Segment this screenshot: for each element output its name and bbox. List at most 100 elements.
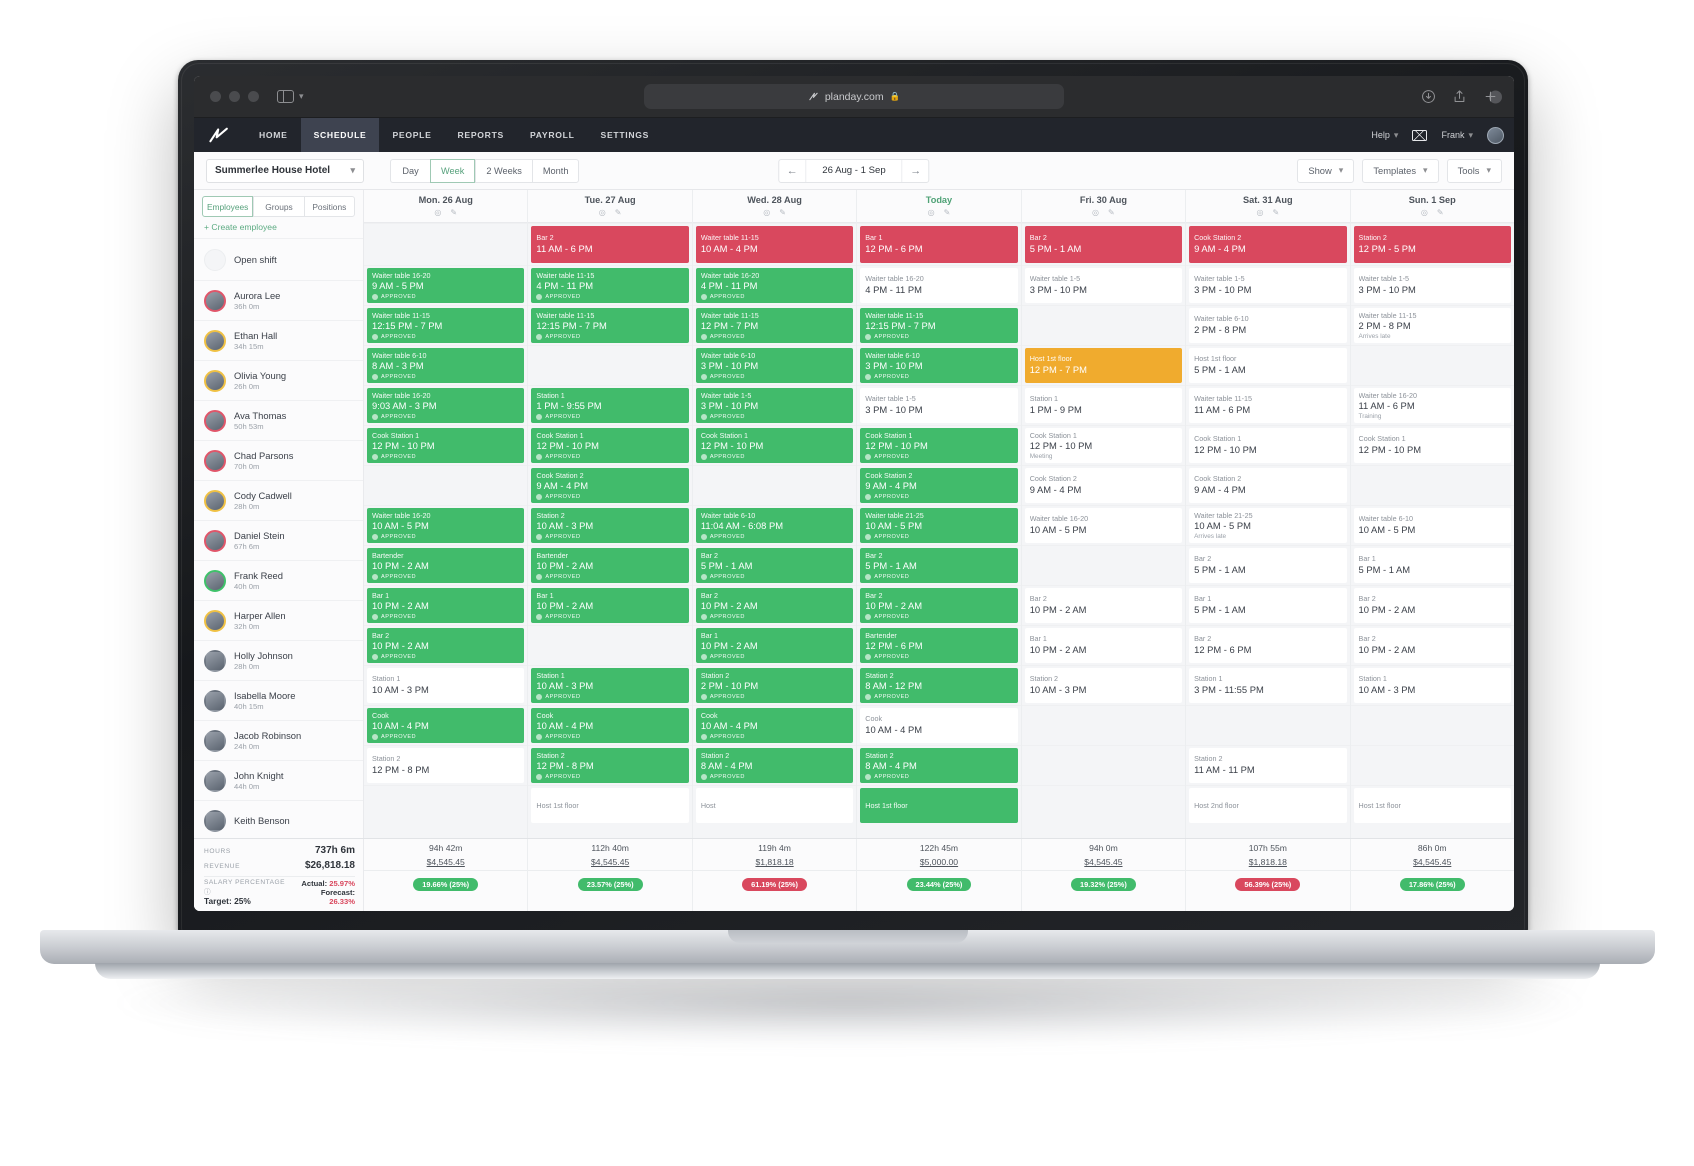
nav-item-home[interactable]: HOME — [259, 130, 288, 140]
shift-card[interactable]: Host 1st floor — [531, 788, 689, 823]
minimize-window-button[interactable] — [229, 91, 240, 102]
help-menu[interactable]: Help ▾ — [1371, 130, 1398, 141]
info-icon[interactable]: ⓘ — [204, 889, 212, 896]
schedule-cell[interactable]: Bar 2 11 AM - 6 PM — [528, 223, 692, 265]
templates-button[interactable]: Templates ▾ — [1362, 158, 1439, 183]
shift-card[interactable]: Bar 1 10 PM - 2 AM APPROVED — [367, 588, 525, 623]
schedule-cell[interactable]: Waiter table 21-25 10 AM - 5 PM APPROVED — [857, 505, 1021, 545]
shift-card[interactable]: Cook Station 1 12 PM - 10 PM APPROVED — [695, 428, 854, 463]
planday-logo[interactable] — [208, 126, 230, 144]
schedule-cell[interactable]: Bar 2 10 PM - 2 AM APPROVED — [692, 585, 857, 625]
schedule-cell[interactable]: Cook 10 AM - 4 PM APPROVED — [528, 705, 692, 745]
summary-revenue[interactable]: $4,545.45 — [591, 857, 630, 867]
schedule-cell[interactable]: Waiter table 11-15 11 AM - 6 PM — [1186, 385, 1350, 425]
schedule-cell[interactable]: Cook Station 1 12 PM - 10 PM APPROVED — [857, 425, 1021, 465]
shift-card[interactable]: Waiter table 16-20 10 AM - 5 PM APPROVED — [367, 508, 525, 543]
shift-card[interactable]: Waiter table 6-10 11:04 AM - 6:08 PM APPRO… — [695, 508, 854, 543]
shift-card[interactable]: Waiter table 16-20 4 PM - 11 PM — [860, 268, 1018, 303]
schedule-cell[interactable]: Waiter table 16-20 4 PM - 11 PM — [857, 265, 1021, 305]
filter-employees-button[interactable]: Employees — [202, 196, 254, 217]
shift-card[interactable]: Station 1 10 AM - 3 PM — [367, 668, 525, 703]
schedule-cell[interactable]: Host 1st floor 12 PM - 7 PM — [1021, 345, 1186, 385]
edit-icon[interactable]: ✎ — [943, 208, 951, 217]
schedule-cell[interactable]: Waiter table 1-5 3 PM - 10 PM — [1350, 265, 1514, 305]
schedule-cell[interactable]: Station 2 10 AM - 3 PM APPROVED — [528, 505, 692, 545]
shift-card[interactable]: Waiter table 6-10 2 PM - 8 PM — [1189, 308, 1347, 343]
sidebar-toggle-icon[interactable]: ▾ — [277, 90, 304, 103]
schedule-cell[interactable]: Station 1 10 AM - 3 PM — [364, 665, 528, 705]
employee-row[interactable]: Aurora Lee 36h 0m — [194, 280, 363, 320]
summary-revenue[interactable]: $1,818.18 — [1248, 857, 1287, 867]
summary-revenue[interactable]: $4,545.45 — [1413, 857, 1452, 867]
shift-card[interactable]: Waiter table 6-10 8 AM - 3 PM APPROVED — [367, 348, 525, 383]
schedule-cell[interactable]: Waiter table 16-20 4 PM - 11 PM APPROVED — [692, 265, 857, 305]
schedule-cell[interactable]: Station 2 10 AM - 3 PM — [1021, 665, 1186, 705]
schedule-cell[interactable]: Waiter table 1-5 3 PM - 10 PM — [1186, 265, 1350, 305]
shift-card[interactable]: Waiter table 11-15 12:15 PM - 7 PM APPROVE… — [860, 308, 1018, 343]
schedule-cell[interactable] — [528, 345, 692, 385]
plus-icon[interactable] — [1483, 89, 1498, 104]
shift-card[interactable]: Bar 2 10 PM - 2 AM APPROVED — [860, 588, 1018, 623]
view-week-button[interactable]: Week — [430, 158, 476, 183]
schedule-cell[interactable]: Host 1st floor 5 PM - 1 AM — [1186, 345, 1350, 385]
edit-icon[interactable]: ✎ — [1436, 208, 1444, 217]
maximize-window-button[interactable] — [248, 91, 259, 102]
schedule-cell[interactable]: Bartender 10 PM - 2 AM APPROVED — [528, 545, 692, 585]
schedule-cell[interactable]: Bar 1 10 PM - 2 AM — [1021, 625, 1186, 665]
nav-item-settings[interactable]: SETTINGS — [600, 130, 650, 140]
shift-card[interactable]: Cook Station 1 12 PM - 10 PM APPROVED — [367, 428, 525, 463]
schedule-cell[interactable]: Waiter table 6-10 3 PM - 10 PM APPROVED — [692, 345, 857, 385]
employee-row[interactable]: Ava Thomas 50h 53m — [194, 400, 363, 440]
schedule-cell[interactable]: Bar 2 10 PM - 2 AM APPROVED — [857, 585, 1021, 625]
extensions-icon[interactable] — [1489, 90, 1502, 103]
schedule-cell[interactable] — [1021, 705, 1186, 745]
shift-card[interactable]: Cook 10 AM - 4 PM APPROVED — [695, 708, 854, 743]
shift-card[interactable]: Host 1st floor 12 PM - 7 PM — [1024, 348, 1183, 383]
shift-card[interactable]: Bar 2 10 PM - 2 AM APPROVED — [695, 588, 854, 623]
schedule-cell[interactable]: Bar 2 10 PM - 2 AM — [1021, 585, 1186, 625]
shift-card[interactable]: Bar 1 10 PM - 2 AM APPROVED — [531, 588, 689, 623]
shift-card[interactable]: Cook 10 AM - 4 PM APPROVED — [367, 708, 525, 743]
show-button[interactable]: Show ▾ — [1297, 158, 1355, 183]
employee-row[interactable]: Jacob Robinson 24h 0m — [194, 720, 363, 760]
schedule-cell[interactable] — [1350, 705, 1514, 745]
schedule-cell[interactable] — [1186, 705, 1350, 745]
schedule-cell[interactable]: Cook Station 1 12 PM - 10 PM — [1350, 425, 1514, 465]
shift-card[interactable]: Waiter table 6-10 10 AM - 5 PM — [1353, 508, 1511, 543]
schedule-cell[interactable]: Waiter table 11-15 12:15 PM - 7 PM APPROVE… — [857, 305, 1021, 345]
schedule-cell[interactable]: Waiter table 6-10 8 AM - 3 PM APPROVED — [364, 345, 528, 385]
shift-card[interactable]: Waiter table 21-25 10 AM - 5 PM Arrives la… — [1189, 508, 1347, 543]
shift-card[interactable]: Bar 2 10 PM - 2 AM — [1024, 588, 1183, 623]
shift-card[interactable]: Waiter table 6-10 3 PM - 10 PM APPROVED — [695, 348, 854, 383]
shift-card[interactable]: Bar 1 12 PM - 6 PM — [860, 226, 1018, 263]
schedule-cell[interactable]: Waiter table 16-20 9 AM - 5 PM APPROVED — [364, 265, 528, 305]
schedule-cell[interactable] — [1021, 745, 1186, 785]
shift-card[interactable]: Waiter table 11-15 11 AM - 6 PM — [1189, 388, 1347, 423]
clock-icon[interactable]: ◎ — [1256, 208, 1264, 217]
schedule-cell[interactable]: Cook Station 1 12 PM - 10 PM — [1186, 425, 1350, 465]
schedule-cell[interactable]: Cook 10 AM - 4 PM — [857, 705, 1021, 745]
shift-card[interactable]: Bar 2 10 PM - 2 AM — [1353, 628, 1511, 663]
shift-card[interactable]: Waiter table 16-20 9 AM - 5 PM APPROVED — [367, 268, 525, 303]
shift-card[interactable]: Waiter table 11-15 12:15 PM - 7 PM APPROVE… — [367, 308, 525, 343]
summary-revenue[interactable]: $4,545.45 — [1084, 857, 1123, 867]
employee-row[interactable]: Isabella Moore 40h 15m — [194, 680, 363, 720]
shift-card[interactable]: Bar 2 10 PM - 2 AM APPROVED — [367, 628, 525, 663]
shift-card[interactable]: Waiter table 1-5 3 PM - 10 PM APPROVED — [695, 388, 854, 423]
schedule-cell[interactable]: Station 2 12 PM - 8 PM — [364, 745, 528, 785]
shift-card[interactable]: Bar 1 10 PM - 2 AM — [1024, 628, 1183, 663]
